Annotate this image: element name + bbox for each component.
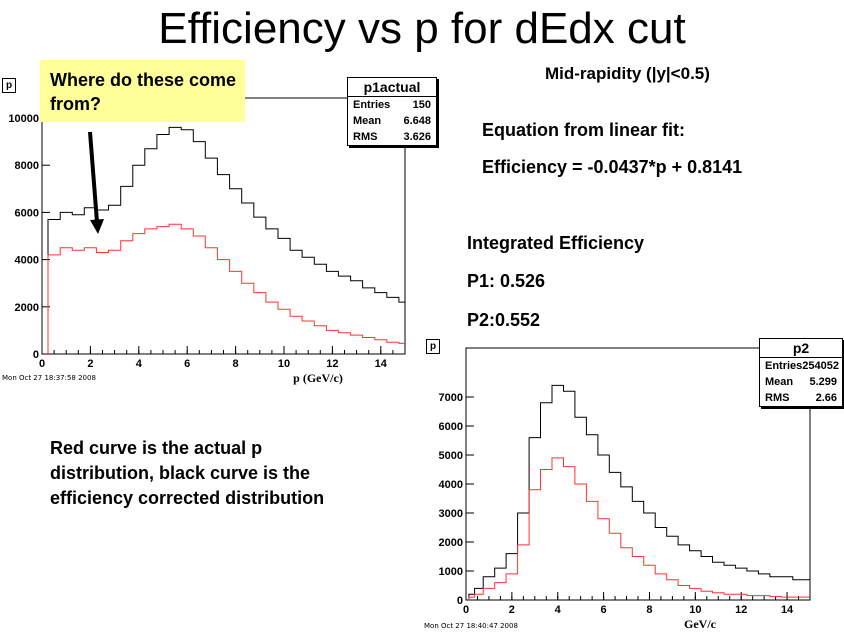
x-tick-label-2: 6 <box>601 604 607 616</box>
y-tick-label-2: 4000 <box>439 479 463 491</box>
integrated-header: Integrated Efficiency <box>467 233 645 253</box>
x-tick-label-2: 4 <box>555 604 562 616</box>
y-tick-label-1: 0 <box>33 349 39 361</box>
x-tick-label-1: 10 <box>278 358 290 370</box>
y-tick-label-1: 8000 <box>15 160 39 172</box>
x-tick-label-2: 14 <box>781 604 794 616</box>
p1-efficiency: P1: 0.526 <box>467 271 546 291</box>
y-tick-label-2: 5000 <box>439 450 463 462</box>
stats-entries-label-2: Entries <box>765 360 803 372</box>
callout-arrowhead <box>90 219 104 234</box>
actual-series-1 <box>47 223 405 354</box>
y-tick-label-2: 3000 <box>439 508 463 520</box>
stats-rms-label-1: RMS <box>353 131 378 143</box>
stats-entries-label-1: Entries <box>353 99 391 111</box>
y-tick-label-1: 6000 <box>15 207 39 219</box>
x-tick-label-1: 6 <box>184 358 190 370</box>
callout-box: Where do these come from? <box>40 60 245 122</box>
y-tick-label-1: 2000 <box>15 302 39 314</box>
equation: Efficiency = -0.0437*p + 0.8141 <box>482 157 743 177</box>
slide-title: Efficiency vs p for dEdx cut <box>158 4 686 53</box>
subtitle: Mid-rapidity (|y|<0.5) <box>545 64 710 83</box>
x-tick-label-1: 0 <box>39 358 45 370</box>
note-line-3: efficiency corrected distribution <box>50 488 325 508</box>
y-tick-label-1: 4000 <box>15 255 39 267</box>
x-tick-label-2: 0 <box>463 604 469 616</box>
stats-entries-2: 254052 <box>802 360 840 372</box>
timestamp-2: Mon Oct 27 18:40:47 2008 <box>424 622 518 630</box>
stats-mean-label-2: Mean <box>765 376 794 388</box>
x-tick-label-1: 2 <box>87 358 93 370</box>
x-tick-label-1: 8 <box>233 358 239 370</box>
y-tick-label-2: 7000 <box>439 392 463 404</box>
stats-mean-label-1: Mean <box>353 115 382 127</box>
p2-efficiency: P2:0.552 <box>467 310 541 330</box>
x-tick-label-1: 14 <box>375 358 388 370</box>
x-tick-label-2: 2 <box>509 604 515 616</box>
x-tick-label-2: 10 <box>689 604 701 616</box>
y-tick-label-1: 10000 <box>8 113 39 125</box>
y-tick-label-2: 2000 <box>439 537 463 549</box>
stats-title-2: p2 <box>760 339 842 358</box>
stats-rms-1: 3.626 <box>403 131 431 143</box>
stats-mean-1: 6.648 <box>403 115 431 127</box>
stats-box-2: p2 Entries 254052 Mean 5.299 RMS 2.66 <box>759 338 843 407</box>
x-tick-label-1: 12 <box>326 358 338 370</box>
y-tick-label-2: 0 <box>457 595 463 607</box>
x-tick-label-2: 8 <box>646 604 652 616</box>
stats-rms-label-2: RMS <box>765 392 790 404</box>
x-axis-label-1: p (GeV/c) <box>293 371 343 385</box>
timestamp-1: Mon Oct 27 18:37:58 2008 <box>2 374 96 382</box>
note-line-2: distribution, black curve is the <box>50 463 311 483</box>
x-tick-label-1: 4 <box>136 358 143 370</box>
y-tick-label-2: 1000 <box>439 566 463 578</box>
callout-arrow <box>88 131 99 223</box>
stats-rms-2: 2.66 <box>815 392 837 404</box>
stats-mean-2: 5.299 <box>809 376 837 388</box>
corrected-series-2 <box>468 384 810 600</box>
stats-title-1: p1actual <box>348 78 436 97</box>
y-tick-label-2: 6000 <box>439 421 463 433</box>
actual-series-2 <box>468 457 810 600</box>
x-axis-label-2: GeV/c <box>684 617 717 631</box>
stats-entries-1: 150 <box>412 99 431 111</box>
pad-label-1: p <box>2 78 17 93</box>
pad-label-2: p <box>426 339 441 354</box>
stats-box-1: p1actual Entries 150 Mean 6.648 RMS 3.626 <box>347 77 437 146</box>
x-tick-label-2: 12 <box>735 604 747 616</box>
note-line-1: Red curve is the actual p <box>50 438 263 458</box>
equation-header: Equation from linear fit: <box>482 120 686 140</box>
corrected-series-1 <box>47 126 405 354</box>
